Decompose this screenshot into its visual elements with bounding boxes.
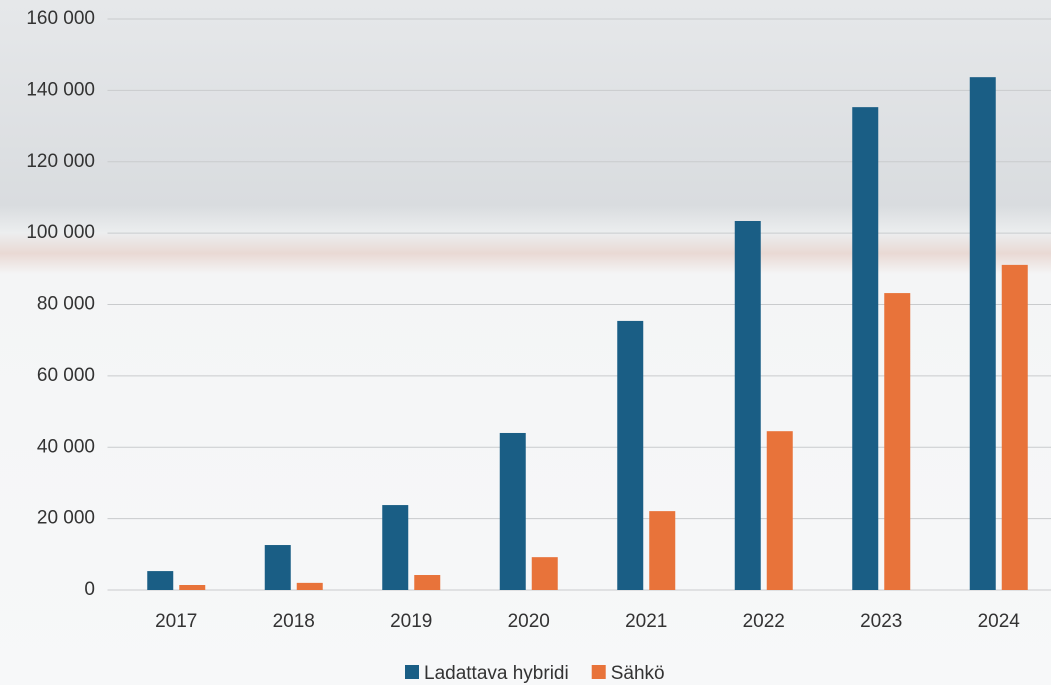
x-tick-label: 2023 <box>860 611 902 632</box>
bar <box>264 545 291 590</box>
bar <box>734 220 761 590</box>
x-tick-label: 2017 <box>155 611 197 632</box>
y-tick-label: 60 000 <box>37 365 95 386</box>
x-tick-label: 2018 <box>273 611 315 632</box>
y-tick-label: 80 000 <box>37 294 95 315</box>
x-tick-label: 2020 <box>508 611 550 632</box>
bar <box>617 320 644 590</box>
y-tick-label: 140 000 <box>26 79 95 100</box>
y-tick-label: 100 000 <box>26 222 95 243</box>
legend-swatch <box>591 665 606 679</box>
bar <box>884 293 911 590</box>
bar <box>296 582 323 590</box>
bar <box>531 557 558 590</box>
y-tick-label: 160 000 <box>26 8 95 29</box>
x-tick-label: 2022 <box>743 611 785 632</box>
y-tick-label: 40 000 <box>37 436 95 457</box>
legend-label: Sähkö <box>611 663 665 684</box>
legend-label: Ladattava hybridi <box>424 663 569 684</box>
bar <box>382 505 409 590</box>
bar <box>852 107 879 590</box>
bar <box>766 431 793 590</box>
x-tick-label: 2024 <box>978 611 1021 632</box>
bar <box>414 575 441 590</box>
legend-swatch <box>405 665 419 679</box>
y-tick-label: 20 000 <box>37 508 95 529</box>
bar <box>1001 264 1028 590</box>
y-tick-label: 120 000 <box>26 151 95 172</box>
bar <box>499 432 526 590</box>
x-tick-label: 2021 <box>625 611 667 632</box>
x-tick-label: 2019 <box>390 611 432 632</box>
y-tick-label: 0 <box>84 579 95 600</box>
bar <box>649 511 676 590</box>
bar <box>179 585 206 590</box>
bar <box>147 571 174 590</box>
bar <box>969 77 996 590</box>
